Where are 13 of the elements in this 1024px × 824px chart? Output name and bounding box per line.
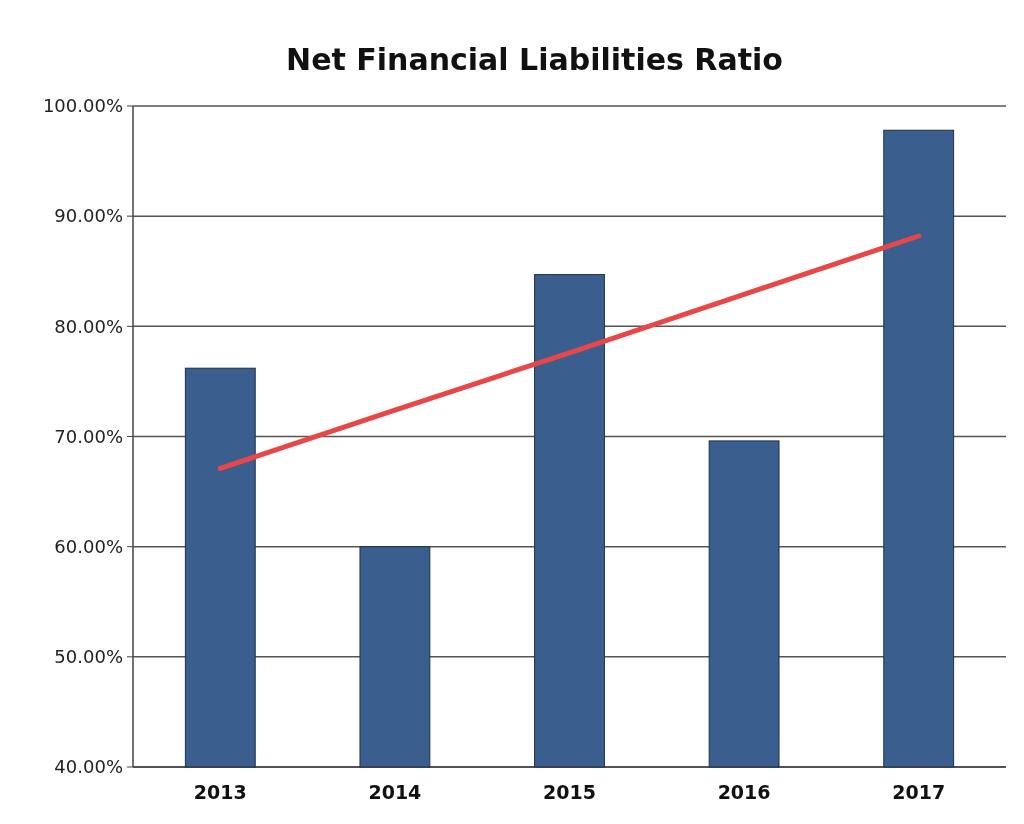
y-tick-label: 90.00%	[54, 205, 123, 227]
x-tick-label: 2014	[368, 781, 422, 803]
y-tick-label: 60.00%	[54, 535, 123, 557]
x-tick-label: 2015	[543, 781, 596, 803]
x-tick-label: 2016	[717, 781, 771, 803]
y-tick-label: 50.00%	[54, 646, 123, 668]
y-tick-label: 80.00%	[54, 315, 123, 337]
x-tick-label: 2013	[193, 781, 247, 803]
y-tick-label: 100.00%	[42, 95, 123, 117]
y-tick-label: 40.00%	[54, 756, 123, 778]
chart-title: Net Financial Liabilities Ratio	[286, 42, 783, 77]
x-tick-label: 2017	[892, 781, 946, 803]
y-tick-label: 70.00%	[54, 425, 123, 447]
